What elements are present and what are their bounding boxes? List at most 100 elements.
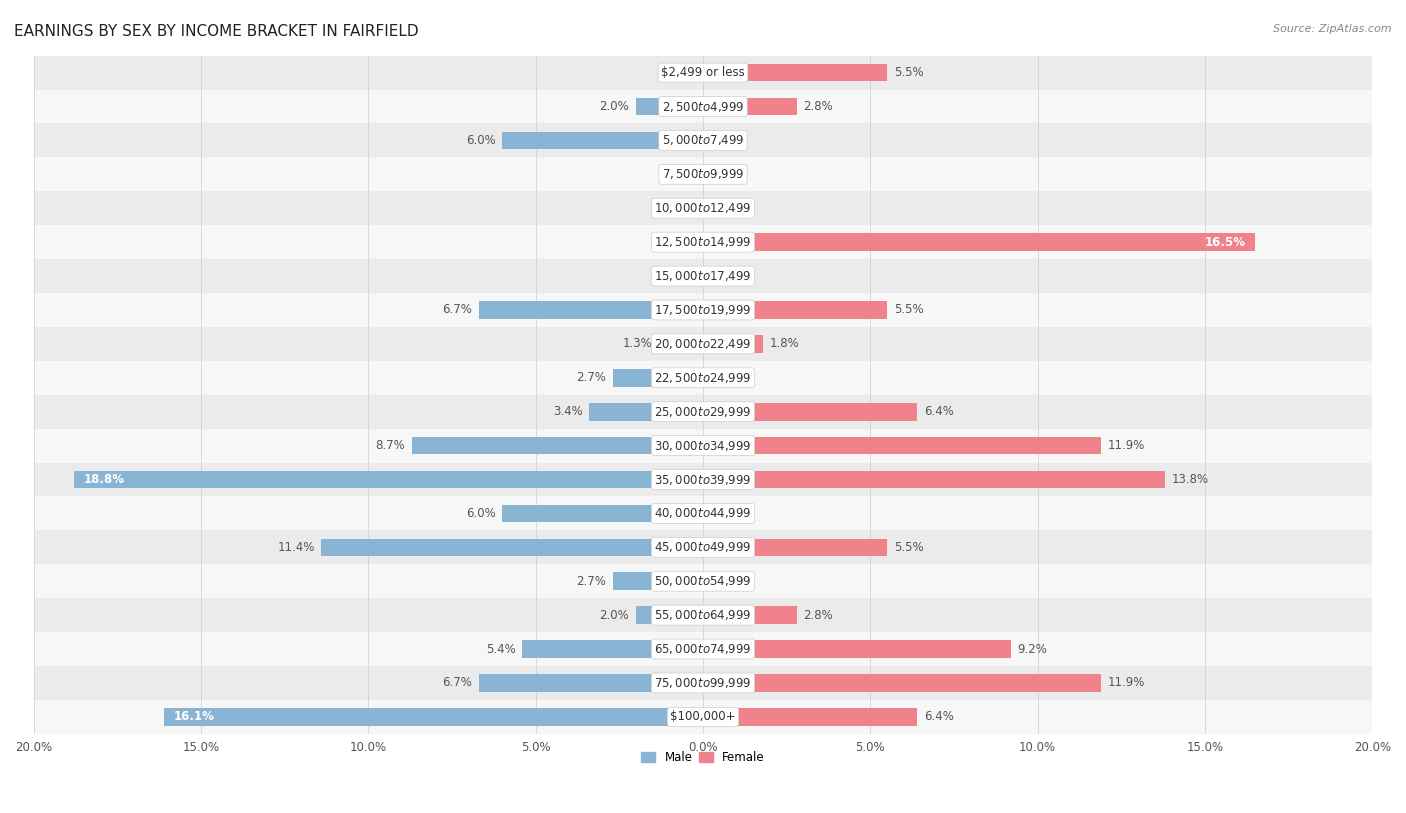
Text: $15,000 to $17,499: $15,000 to $17,499 [654, 269, 752, 283]
Text: $5,000 to $7,499: $5,000 to $7,499 [662, 133, 744, 147]
Text: 6.0%: 6.0% [465, 507, 495, 520]
Bar [34, 259, 1372, 293]
Bar [636, 98, 703, 115]
Bar [703, 301, 887, 319]
Bar [703, 233, 1256, 251]
Text: 18.8%: 18.8% [84, 473, 125, 486]
Bar [412, 437, 703, 454]
Text: $45,000 to $49,999: $45,000 to $49,999 [654, 541, 752, 554]
Bar [165, 708, 703, 726]
Text: 0.0%: 0.0% [664, 66, 693, 79]
Text: 0.0%: 0.0% [713, 134, 742, 147]
Bar [703, 640, 1011, 658]
Text: 0.0%: 0.0% [713, 507, 742, 520]
Bar [703, 674, 1101, 692]
Text: $100,000+: $100,000+ [671, 711, 735, 724]
Bar [703, 98, 797, 115]
Bar [703, 63, 887, 81]
Text: $35,000 to $39,999: $35,000 to $39,999 [654, 472, 752, 486]
Bar [703, 538, 887, 556]
Bar [478, 674, 703, 692]
Text: 11.9%: 11.9% [1108, 676, 1146, 689]
Text: EARNINGS BY SEX BY INCOME BRACKET IN FAIRFIELD: EARNINGS BY SEX BY INCOME BRACKET IN FAI… [14, 24, 419, 39]
Bar [34, 124, 1372, 158]
Text: 5.5%: 5.5% [894, 541, 924, 554]
Text: 9.2%: 9.2% [1018, 642, 1047, 655]
Bar [703, 403, 917, 420]
Bar [703, 708, 917, 726]
Text: $65,000 to $74,999: $65,000 to $74,999 [654, 642, 752, 656]
Bar [659, 335, 703, 353]
Text: $12,500 to $14,999: $12,500 to $14,999 [654, 235, 752, 249]
Bar [34, 564, 1372, 598]
Text: Source: ZipAtlas.com: Source: ZipAtlas.com [1274, 24, 1392, 34]
Text: 1.3%: 1.3% [623, 337, 652, 350]
Bar [34, 632, 1372, 666]
Text: $55,000 to $64,999: $55,000 to $64,999 [654, 608, 752, 622]
Bar [34, 700, 1372, 734]
Bar [34, 225, 1372, 259]
Text: 2.8%: 2.8% [803, 100, 834, 113]
Text: $30,000 to $34,999: $30,000 to $34,999 [654, 438, 752, 453]
Text: 2.7%: 2.7% [576, 372, 606, 385]
Text: 8.7%: 8.7% [375, 439, 405, 452]
Text: 6.7%: 6.7% [441, 303, 472, 316]
Bar [34, 530, 1372, 564]
Bar [502, 505, 703, 522]
Bar [589, 403, 703, 420]
Bar [34, 158, 1372, 191]
Text: $75,000 to $99,999: $75,000 to $99,999 [654, 676, 752, 690]
Text: 6.4%: 6.4% [924, 405, 953, 418]
Text: 16.5%: 16.5% [1205, 236, 1246, 249]
Bar [34, 191, 1372, 225]
Text: 0.0%: 0.0% [664, 270, 693, 283]
Text: $7,500 to $9,999: $7,500 to $9,999 [662, 167, 744, 181]
Text: 16.1%: 16.1% [174, 711, 215, 724]
Text: 0.0%: 0.0% [664, 236, 693, 249]
Bar [34, 666, 1372, 700]
Text: $2,499 or less: $2,499 or less [661, 66, 745, 79]
Text: 0.0%: 0.0% [664, 167, 693, 180]
Text: 13.8%: 13.8% [1171, 473, 1209, 486]
Bar [502, 132, 703, 150]
Bar [703, 471, 1166, 489]
Text: $40,000 to $44,999: $40,000 to $44,999 [654, 506, 752, 520]
Bar [613, 572, 703, 590]
Text: $17,500 to $19,999: $17,500 to $19,999 [654, 303, 752, 317]
Text: 2.8%: 2.8% [803, 609, 834, 622]
Text: 11.9%: 11.9% [1108, 439, 1146, 452]
Text: 1.8%: 1.8% [770, 337, 800, 350]
Legend: Male, Female: Male, Female [637, 746, 769, 768]
Text: $25,000 to $29,999: $25,000 to $29,999 [654, 405, 752, 419]
Text: 5.5%: 5.5% [894, 66, 924, 79]
Bar [636, 606, 703, 624]
Text: 5.4%: 5.4% [486, 642, 516, 655]
Text: 0.0%: 0.0% [713, 167, 742, 180]
Text: $20,000 to $22,499: $20,000 to $22,499 [654, 337, 752, 351]
Bar [703, 437, 1101, 454]
Text: $50,000 to $54,999: $50,000 to $54,999 [654, 574, 752, 589]
Bar [34, 293, 1372, 327]
Bar [34, 463, 1372, 497]
Bar [703, 335, 763, 353]
Text: $22,500 to $24,999: $22,500 to $24,999 [654, 371, 752, 385]
Text: 11.4%: 11.4% [277, 541, 315, 554]
Text: 2.7%: 2.7% [576, 575, 606, 588]
Bar [34, 428, 1372, 463]
Bar [73, 471, 703, 489]
Text: 0.0%: 0.0% [713, 270, 742, 283]
Bar [613, 369, 703, 387]
Text: 2.0%: 2.0% [599, 609, 630, 622]
Text: $2,500 to $4,999: $2,500 to $4,999 [662, 99, 744, 114]
Bar [34, 361, 1372, 395]
Bar [34, 327, 1372, 361]
Bar [34, 55, 1372, 89]
Text: 0.0%: 0.0% [664, 202, 693, 215]
Text: 0.0%: 0.0% [713, 202, 742, 215]
Bar [703, 606, 797, 624]
Text: 0.0%: 0.0% [713, 372, 742, 385]
Text: 6.0%: 6.0% [465, 134, 495, 147]
Text: 5.5%: 5.5% [894, 303, 924, 316]
Text: 6.7%: 6.7% [441, 676, 472, 689]
Bar [34, 89, 1372, 124]
